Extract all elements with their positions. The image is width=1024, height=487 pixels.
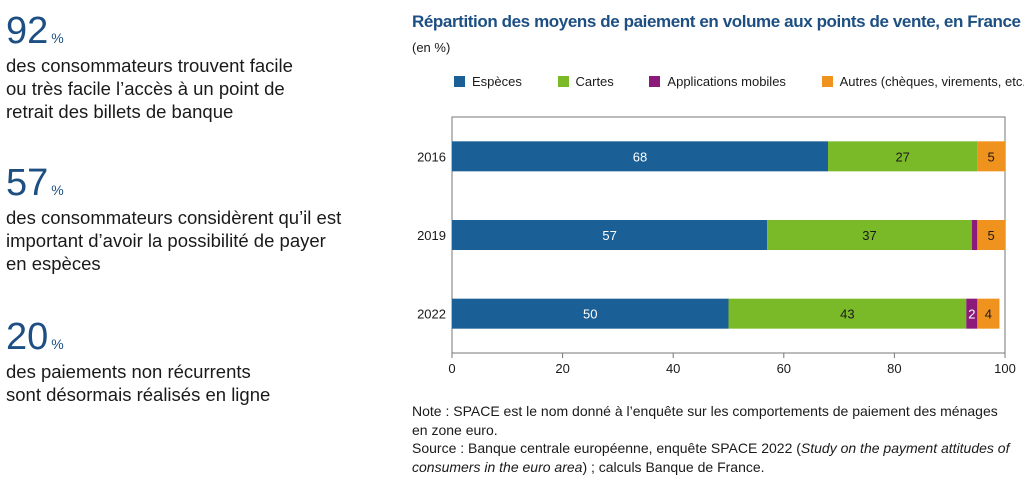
bar-data-label: 5: [988, 228, 995, 243]
bar-data-label: 57: [602, 228, 616, 243]
stat-line: des paiements non récurrents: [6, 361, 251, 382]
legend-label: Applications mobiles: [667, 74, 786, 89]
chart-footnote: Note : SPACE est le nom donné à l’enquêt…: [412, 402, 1012, 476]
legend-swatch: [821, 76, 833, 87]
legend-label: Espèces: [472, 74, 522, 89]
legend-item: Autres (chèques, virements, etc.): [821, 74, 1024, 89]
stat-line: retrait des billets de banque: [6, 101, 234, 122]
source-suffix: ) ; calculs Banque de France.: [582, 458, 765, 475]
bar-segment: [452, 298, 729, 329]
chart-unit: (en %): [412, 40, 451, 55]
stacked-bar-chart: 0 20 40 60 80 100 2016 68 27 5 2019 57 37 5 2022 50 43 2 4: [417, 116, 1016, 376]
chart-legend: Espèces Cartes Applications mobiles Autr…: [454, 74, 1024, 90]
legend-item: Cartes: [557, 74, 614, 89]
bar-segment: [728, 298, 967, 329]
stat-value: 92: [6, 10, 49, 52]
bar-segment: [966, 298, 978, 329]
stat-block-1: 92% des consommateurs trouvent facile ou…: [6, 12, 386, 123]
stat-description: des consommateurs trouvent facile ou trè…: [6, 54, 386, 123]
bar-data-label: 27: [895, 149, 909, 164]
bar-segment: [977, 298, 1000, 329]
legend-swatch: [454, 76, 465, 87]
bar-data-label: 37: [862, 228, 876, 243]
legend-swatch: [557, 76, 569, 87]
bar-data-label: 5: [988, 149, 995, 164]
stat-line: en espèces: [6, 253, 101, 274]
stat-description: des consommateurs considèrent qu’il est …: [6, 206, 386, 275]
stat-line: ou très facile l’accès à un point de: [6, 78, 285, 99]
stat-line: des consommateurs trouvent facile: [6, 55, 293, 76]
bar-segment: [971, 220, 978, 250]
legend-item: Espèces: [454, 74, 522, 89]
x-tick-label: 20: [555, 361, 569, 376]
x-tick-label: 100: [994, 361, 1016, 376]
bar-data-label: 4: [985, 307, 992, 322]
x-tick-label: 60: [777, 361, 791, 376]
stat-description: des paiements non récurrents sont désorm…: [6, 360, 386, 406]
bar-data-label: 43: [840, 307, 854, 322]
bar-segment: [452, 141, 829, 172]
stat-value: 57: [6, 162, 49, 204]
y-category-label: 2022: [417, 307, 446, 322]
legend-item: Applications mobiles: [649, 74, 786, 89]
stat-unit: %: [51, 336, 64, 352]
y-category-label: 2019: [417, 228, 446, 243]
source-italic: Study on the payment attitudes of consum…: [412, 440, 1010, 475]
bar-segment: [767, 220, 972, 250]
stat-unit: %: [51, 30, 64, 46]
y-category-label: 2016: [417, 149, 446, 164]
bar-data-label: 68: [633, 149, 647, 164]
legend-label: Cartes: [575, 74, 614, 89]
bar-data-label: 50: [583, 307, 597, 322]
legend-label: Autres (chèques, virements, etc.): [839, 74, 1024, 89]
stat-line: sont désormais réalisés en ligne: [6, 384, 271, 405]
x-tick-label: 40: [666, 361, 680, 376]
bar-segment: [828, 141, 978, 172]
bar-segment: [977, 220, 1005, 250]
x-tick-label: 80: [887, 361, 901, 376]
stat-line: important d’avoir la possibilité de paye…: [6, 230, 326, 251]
source-text: Source : Banque centrale européenne, enq…: [412, 439, 1012, 476]
note-text: Note : SPACE est le nom donné à l’enquêt…: [412, 403, 998, 438]
bar-segment: [977, 141, 1005, 172]
x-tick-label: 0: [448, 361, 455, 376]
stat-block-2: 57% des consommateurs considèrent qu’il …: [6, 164, 386, 275]
chart-title: Répartition des moyens de paiement en vo…: [412, 12, 1021, 31]
bar-segment: [452, 220, 768, 250]
legend-swatch: [649, 76, 661, 87]
bar-data-label: 2: [968, 307, 975, 322]
stat-block-3: 20% des paiements non récurrents sont dé…: [6, 318, 386, 406]
stat-line: des consommateurs considèrent qu’il est: [6, 207, 342, 228]
stat-value: 20: [6, 316, 49, 358]
stat-unit: %: [51, 182, 64, 198]
source-prefix: Source : Banque centrale européenne, enq…: [412, 440, 801, 456]
